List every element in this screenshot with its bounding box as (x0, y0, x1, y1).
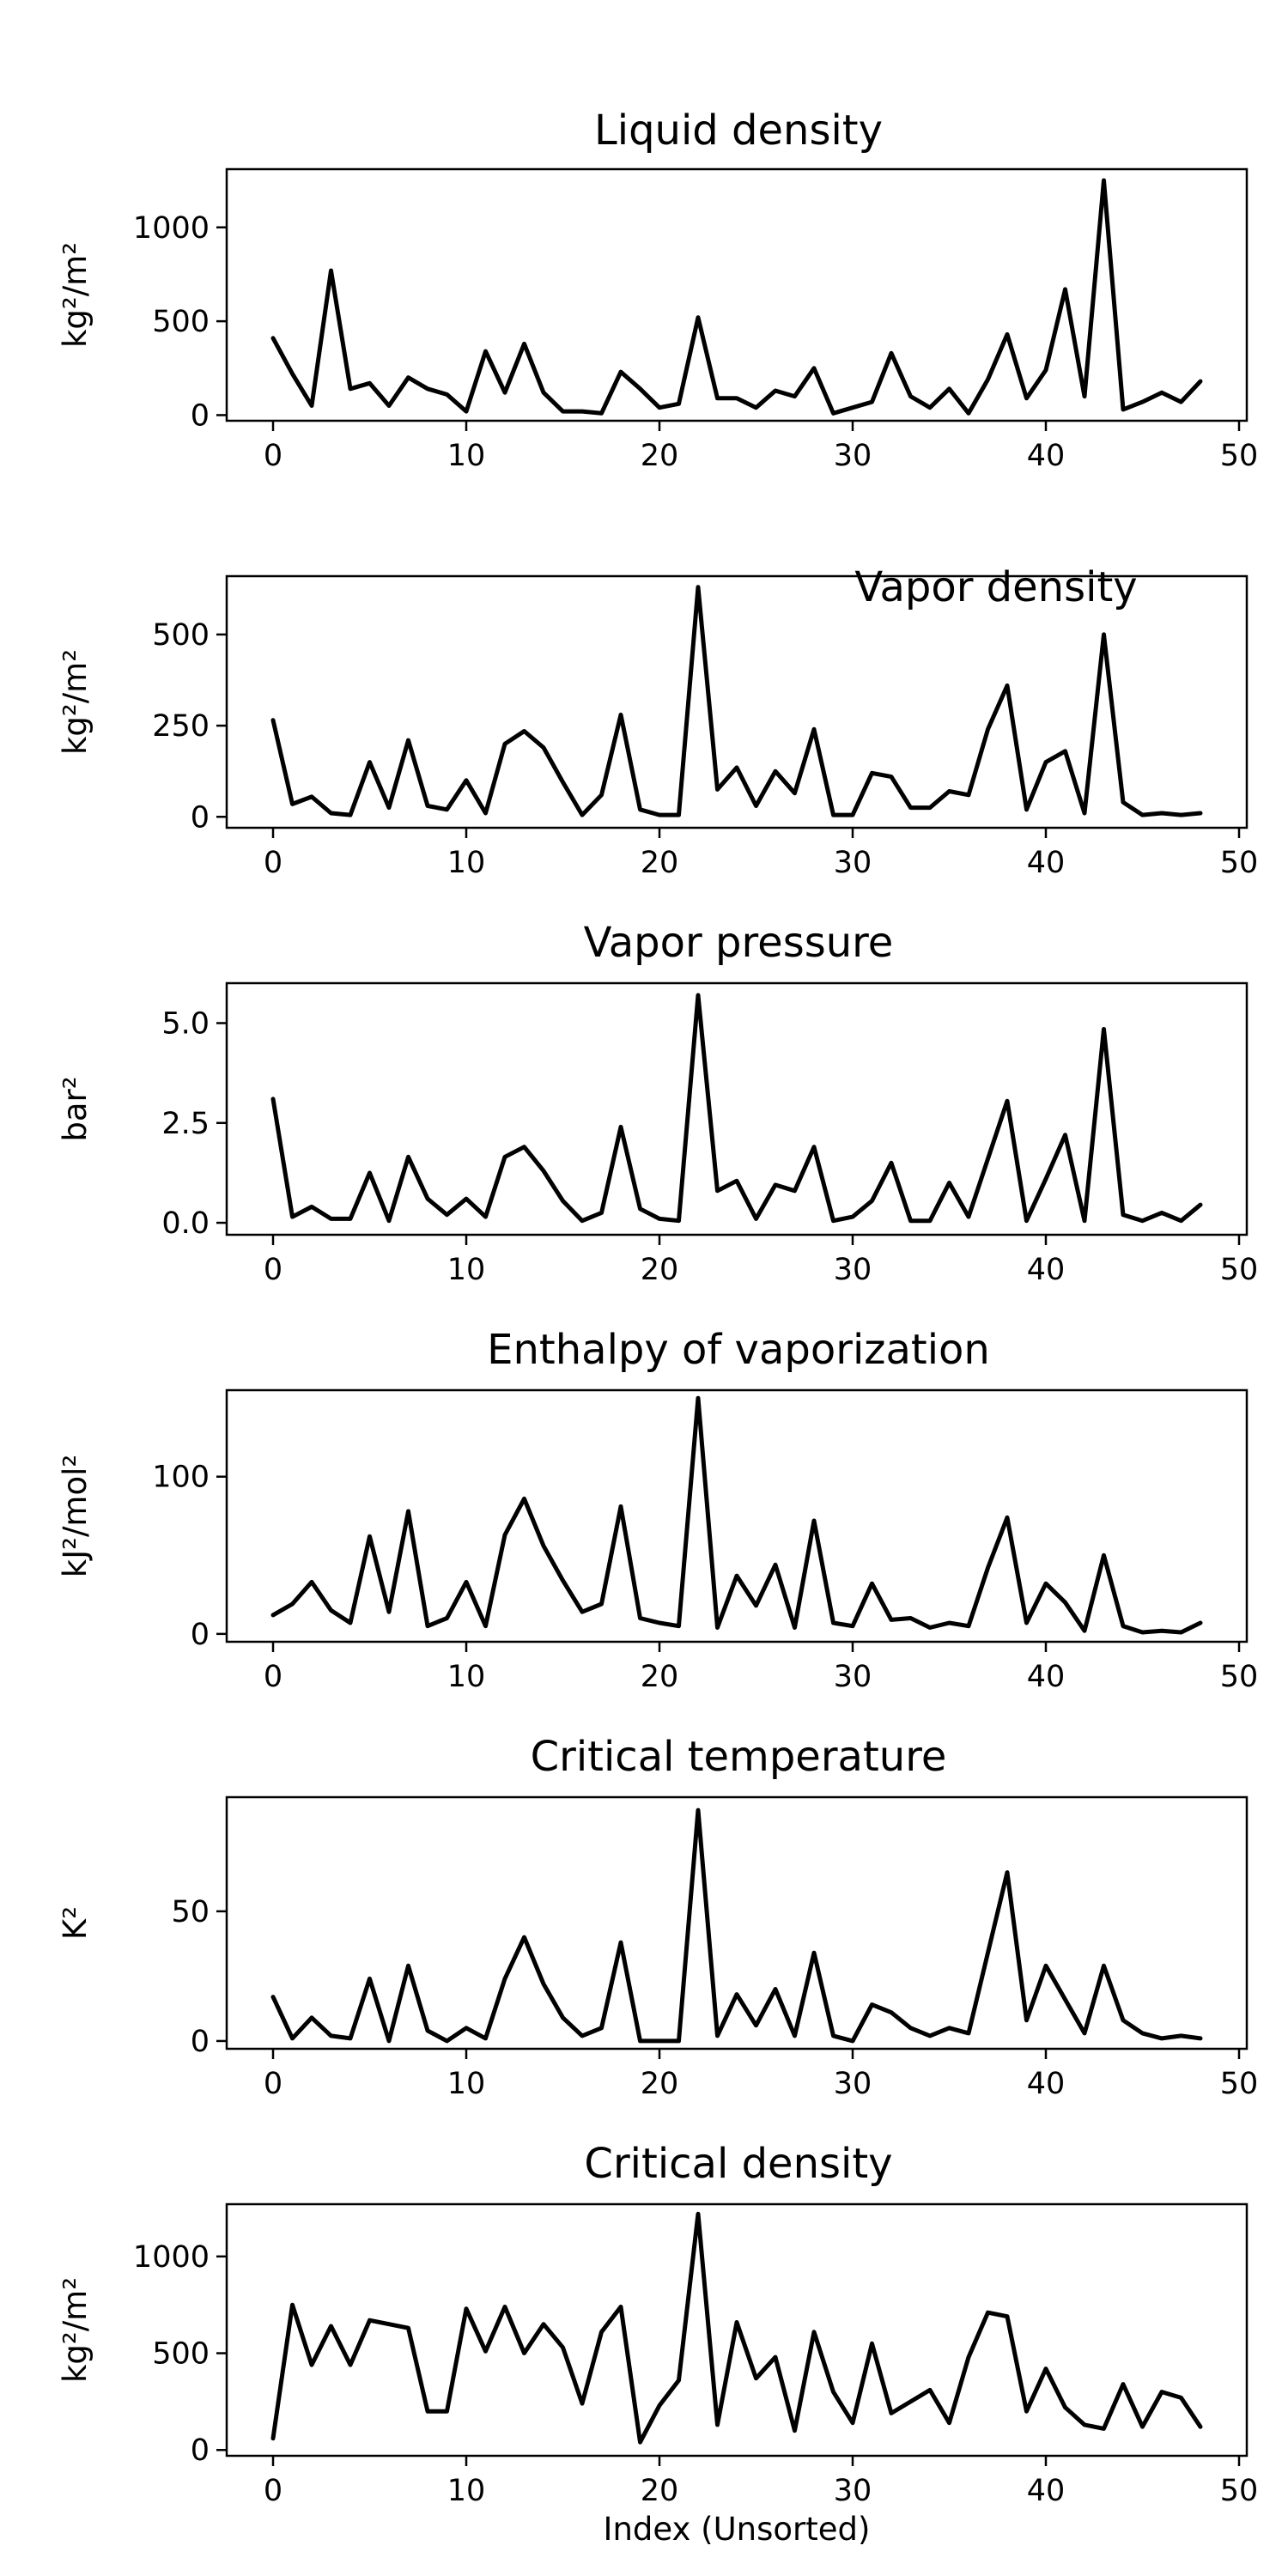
y-axis-label: K² (57, 1906, 94, 1940)
plot-frame (225, 1795, 1249, 2050)
chart-title: Enthalpy of vaporization (487, 1326, 990, 1374)
x-axis-label: Index (Unsorted) (604, 2511, 871, 2548)
series-line (270, 993, 1203, 1224)
y-axis-label: kg²/m² (57, 2277, 94, 2383)
series-line (270, 1395, 1203, 1635)
chart-panel-4: Critical temperature 0 10 20 30 40 50 0 50 K² (57, 1733, 1258, 2101)
y-tick-label: 0 (191, 800, 210, 835)
plot-frame (225, 2202, 1249, 2458)
plot-frame (225, 574, 1249, 829)
y-tick-label: 500 (152, 618, 210, 653)
x-tick-label: 0 (264, 1253, 283, 1287)
chart-panel-3: Enthalpy of vaporization 0 10 20 30 40 50 0 100 k… (57, 1326, 1258, 1694)
x-tick-label: 10 (447, 1660, 486, 1694)
series-line (270, 178, 1203, 416)
y-axis-label: kg²/m² (57, 242, 94, 348)
chart-title: Critical temperature (531, 1733, 947, 1781)
chart-panel-2: Vapor pressure 0 10 20 30 40 50 0.0 2.5 5.0 bar² (57, 919, 1258, 1287)
x-tick-label: 50 (1220, 1253, 1259, 1287)
x-tick-label: 10 (447, 439, 486, 473)
chart-title: Liquid density (594, 106, 883, 155)
x-tick-label: 50 (1220, 846, 1259, 880)
x-tick-label: 20 (641, 1253, 679, 1287)
chart-title: Vapor pressure (584, 919, 894, 967)
y-tick-label: 50 (171, 1895, 210, 1929)
x-tick-label: 10 (447, 2067, 486, 2101)
x-tick-label: 40 (1027, 439, 1066, 473)
x-tick-label: 20 (641, 1660, 679, 1694)
x-tick-label: 50 (1220, 439, 1259, 473)
x-tick-label: 20 (641, 2474, 679, 2508)
x-tick-label: 40 (1027, 1660, 1066, 1694)
x-tick-label: 30 (834, 1253, 872, 1287)
y-tick-label: 500 (152, 2337, 210, 2372)
y-tick-label: 100 (152, 1461, 210, 1495)
x-tick-label: 40 (1027, 2067, 1066, 2101)
series-line (270, 585, 1203, 817)
x-tick-label: 50 (1220, 1660, 1259, 1694)
y-tick-label: 1000 (133, 211, 210, 246)
x-tick-label: 10 (447, 846, 486, 880)
series-line (270, 2211, 1203, 2445)
series-line (270, 1807, 1203, 2044)
x-tick-label: 30 (834, 846, 872, 880)
x-tick-label: 0 (264, 1660, 283, 1694)
x-tick-label: 0 (264, 846, 283, 880)
x-tick-label: 40 (1027, 2474, 1066, 2508)
x-tick-label: 30 (834, 2067, 872, 2101)
plot-frame (225, 167, 1249, 422)
y-axis-label: bar² (57, 1076, 94, 1141)
y-tick-label: 0 (191, 1618, 210, 1652)
y-tick-label: 5.0 (161, 1007, 210, 1042)
y-tick-label: 500 (152, 305, 210, 339)
x-tick-label: 0 (264, 2474, 283, 2508)
y-tick-label: 0.0 (161, 1206, 210, 1241)
x-tick-label: 50 (1220, 2067, 1259, 2101)
chart-title: Critical density (584, 2140, 892, 2188)
x-tick-label: 40 (1027, 846, 1066, 880)
plot-frame (225, 981, 1249, 1236)
x-tick-label: 0 (264, 2067, 283, 2101)
y-tick-label: 0 (191, 398, 210, 433)
y-axis-label: kg²/m² (57, 649, 94, 755)
x-tick-label: 20 (641, 846, 679, 880)
x-tick-label: 40 (1027, 1253, 1066, 1287)
y-axis-label: kJ²/mol² (57, 1455, 94, 1577)
y-tick-label: 0 (191, 2433, 210, 2468)
x-tick-label: 10 (447, 2474, 486, 2508)
chart-title: Vapor density (854, 563, 1137, 611)
x-tick-label: 30 (834, 1660, 872, 1694)
x-tick-label: 50 (1220, 2474, 1259, 2508)
x-tick-label: 20 (641, 439, 679, 473)
y-tick-label: 250 (152, 709, 210, 744)
x-tick-label: 20 (641, 2067, 679, 2101)
x-tick-label: 30 (834, 439, 872, 473)
x-tick-label: 30 (834, 2474, 872, 2508)
y-tick-label: 1000 (133, 2240, 210, 2275)
x-tick-label: 0 (264, 439, 283, 473)
plot-frame (225, 1388, 1249, 1643)
y-tick-label: 0 (191, 2025, 210, 2059)
x-tick-label: 10 (447, 1253, 486, 1287)
y-tick-label: 2.5 (161, 1107, 210, 1141)
